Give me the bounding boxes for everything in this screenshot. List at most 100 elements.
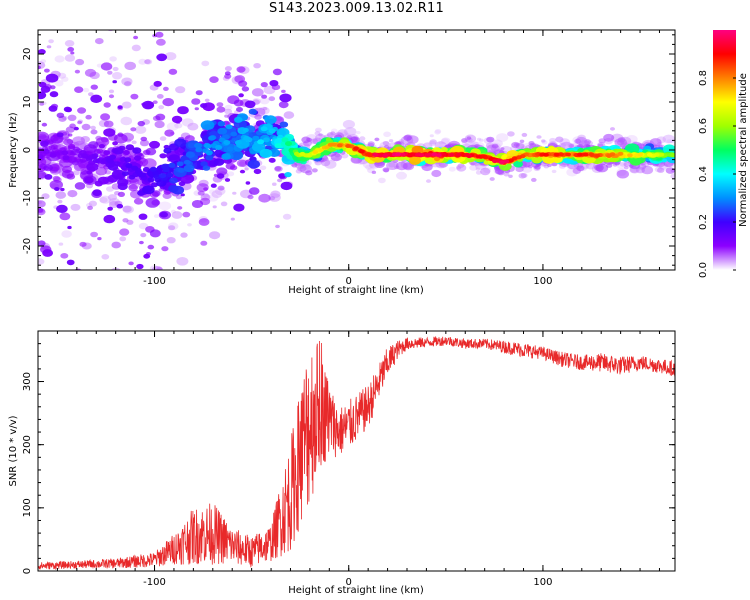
spectrogram-cell [38,200,46,208]
spectrogram-cell [124,81,132,87]
spectrogram-cell [411,145,424,155]
spectrogram-cell [156,53,168,62]
spectrogram-x-tick-label: 100 [533,276,552,287]
spectrogram-cell [67,47,75,52]
spectrogram-cell [149,229,161,238]
spectrogram-cell [73,126,79,131]
spectrogram-cell [202,165,211,171]
spectrogram-cell [244,167,249,171]
spectrogram-cell [109,56,117,62]
spectrogram-cell [74,182,86,190]
spectrogram-cell [382,153,389,158]
spectrogram-cell [79,241,87,247]
spectrogram-cell [627,153,633,158]
spectrogram-cell [84,68,97,77]
spectrogram-cell [402,162,415,171]
spectrogram-cell [101,253,110,260]
spectrogram-cell [176,161,184,167]
spectrogram-cell [64,288,74,295]
spectrogram-cell [211,190,223,199]
spectrogram-cell [215,145,223,150]
spectrogram-cell [224,71,231,76]
spectrogram-cell [159,211,168,218]
spectrogram-cell [130,127,137,132]
spectrogram-cell [353,146,359,151]
spectrogram-cell [658,152,665,157]
spectrogram-cell [41,122,48,127]
spectrogram-cell [149,140,160,149]
spectrogram-cell [60,253,69,259]
spectrogram-cell [305,170,313,176]
spectrogram-cell [434,129,442,134]
spectrogram-cell [200,103,208,109]
spectrogram-cell [166,172,174,178]
spectrogram-cell [247,194,254,200]
spectrogram-cell [63,106,72,113]
spectrogram-cell [272,182,277,186]
spectrogram-cell [232,191,237,195]
spectrogram-cell [117,191,125,197]
spectrogram-cell [140,294,149,301]
spectrogram-cell [242,127,249,133]
spectrogram-cell [230,217,235,221]
spectrogram-cell [272,68,282,76]
spectrogram-cell [90,84,99,90]
spectrogram-y-tick-label: -10 [22,190,33,206]
spectrogram-cell [83,87,90,93]
spectrogram-y-tick-label: -20 [22,238,33,254]
spectrogram-cell [233,203,245,212]
spectrogram-cell [217,185,225,191]
spectrogram-cell [112,141,118,146]
spectrogram-cell [117,182,128,191]
spectrogram-cell [257,139,265,145]
spectrogram-cell [119,228,130,236]
spectrogram-cell [268,96,276,102]
spectrogram-cell [168,154,181,163]
spectrogram-cell [327,142,334,147]
spectrogram-cell [223,140,231,145]
spectrogram-cell [565,152,571,157]
spectrogram-cell [373,153,379,157]
spectrogram-cell [140,136,148,142]
spectrogram-cell [358,149,364,153]
spectrogram-cell [171,185,185,195]
spectrogram-cell [39,102,44,106]
spectrogram-x-axis-label: Height of straight line (km) [288,285,424,296]
spectrogram-cell [124,157,132,163]
spectrogram-cell [429,134,434,138]
spectrogram-cell [281,89,286,93]
spectrogram-cell [350,136,358,142]
spectrogram-cell [103,150,111,156]
spectrogram-cell [54,187,60,191]
spectrogram-cell [139,139,150,147]
spectrogram-cell [448,166,456,172]
spectrogram-cell [641,165,654,175]
spectrogram-cell [299,151,306,156]
spectrogram-cell [144,59,151,64]
spectrogram-cell [224,108,233,115]
spectrogram-cell [142,185,155,195]
spectrogram-cell [461,138,468,143]
spectrogram-cell [568,144,575,148]
spectrogram-cell [128,261,134,266]
spectrogram-cell [112,72,123,80]
spectrogram-cell [61,150,69,156]
spectrogram-cell [431,169,442,178]
spectrogram-cell [365,164,373,170]
spectrogram-cell [318,148,325,152]
spectrogram-cell [68,133,73,137]
spectrogram-cell [143,253,151,259]
spectrogram-cell [277,178,283,183]
spectrogram-cell [312,149,319,154]
spectrogram-cell [130,93,139,100]
spectrogram-cell [158,105,165,110]
spectrogram-cell [42,149,50,154]
spectrogram-cell [112,80,117,84]
spectrogram-cell [61,230,72,238]
spectrogram-cell [182,211,191,218]
spectrogram-cell [293,151,300,156]
spectrogram-cell [156,267,163,270]
spectrogram-cell [59,212,71,221]
spectrogram-cell [100,62,113,71]
